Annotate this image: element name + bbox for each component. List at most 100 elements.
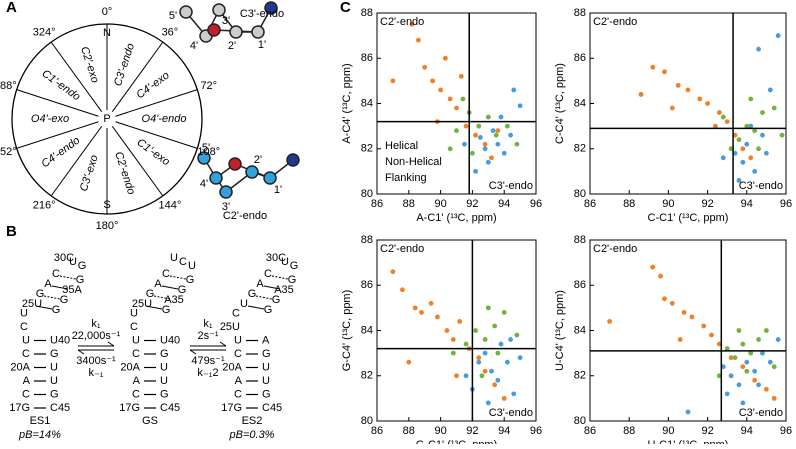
- point: [511, 391, 517, 397]
- point: [677, 337, 683, 342]
- x-tick-label: 96: [530, 425, 542, 437]
- rate: 3400s⁻¹: [76, 355, 116, 367]
- point: [756, 146, 761, 152]
- x-tick-label: 94: [741, 198, 753, 210]
- nucleotide: C: [232, 307, 240, 319]
- nucleotide: U: [50, 375, 58, 387]
- nucleotide: C: [264, 268, 272, 280]
- x-tick-label: 92: [701, 198, 713, 210]
- point: [473, 328, 478, 333]
- atom-label: 1': [258, 39, 266, 51]
- sector-label: C2'-endo: [112, 150, 137, 196]
- angle-label: 72°: [200, 80, 217, 92]
- legend-label: Flanking: [385, 172, 427, 184]
- base-pair: [161, 285, 179, 290]
- x-tick-label: 90: [662, 425, 674, 437]
- y-tick-label: 84: [361, 97, 373, 109]
- panel-label: B: [6, 223, 17, 240]
- structure-name: GS: [142, 415, 158, 427]
- point: [658, 273, 663, 279]
- nucleotide: G: [288, 274, 297, 286]
- spoke: [115, 89, 198, 117]
- point: [764, 386, 769, 392]
- point: [463, 373, 469, 379]
- base-pair: [51, 285, 69, 290]
- rate: 22,000s⁻¹: [72, 330, 121, 342]
- point: [511, 87, 517, 93]
- y-tick-label: 88: [361, 234, 373, 246]
- y-tick-label: 80: [361, 188, 373, 200]
- annotation: C2'-endo: [380, 16, 424, 28]
- nucleotide: 25U: [220, 321, 240, 333]
- point: [764, 328, 769, 333]
- base-pair: [255, 295, 273, 300]
- angle-label: 324°: [33, 26, 56, 38]
- point: [740, 400, 746, 406]
- annotation: C2'-endo: [380, 243, 424, 255]
- point: [779, 132, 785, 138]
- x-tick-label: 90: [434, 425, 446, 437]
- nucleotide: C: [132, 348, 140, 360]
- point: [482, 368, 488, 374]
- sector-label: C4'-endo: [39, 135, 82, 171]
- spoke: [111, 125, 164, 197]
- rate-constant: k₁: [203, 318, 213, 330]
- y-tick-label: 86: [574, 52, 586, 64]
- angle-label: 108°: [197, 146, 220, 158]
- sector-label: C3'-exo: [78, 153, 101, 192]
- angle-label: 36°: [162, 26, 179, 38]
- arrow-head: [77, 349, 85, 355]
- point: [409, 21, 415, 27]
- nucleotide: A: [23, 375, 31, 387]
- point: [501, 150, 507, 156]
- panel-label: C: [340, 0, 351, 16]
- nucleotide: C: [130, 321, 138, 333]
- nucleotide: U: [170, 252, 178, 264]
- point: [767, 359, 773, 365]
- sector-label: C1'-endo: [39, 68, 82, 104]
- sector-label: O4'-exo: [31, 113, 69, 125]
- point: [485, 305, 491, 311]
- rate: 2s⁻¹: [197, 330, 218, 342]
- point: [490, 128, 496, 134]
- point: [650, 264, 656, 270]
- point: [514, 332, 520, 338]
- point: [406, 359, 412, 365]
- point: [476, 355, 482, 361]
- y-tick-label: 82: [574, 370, 586, 382]
- nucleotide: C: [162, 268, 170, 280]
- base-pair: [263, 285, 281, 290]
- nucleotide: 17G: [221, 402, 242, 414]
- spoke: [50, 41, 103, 113]
- point: [400, 287, 405, 293]
- point: [492, 323, 498, 329]
- point: [764, 150, 769, 156]
- y-tick-label: 82: [361, 370, 373, 382]
- x-tick-label: 86: [584, 198, 596, 210]
- point: [705, 101, 710, 106]
- point: [450, 337, 456, 342]
- spoke: [16, 121, 99, 149]
- point: [504, 123, 510, 129]
- point: [485, 114, 491, 120]
- point: [438, 87, 443, 93]
- nucleotide: C45: [50, 402, 70, 414]
- nucleotide: A: [44, 278, 52, 290]
- atom-label: 2': [228, 40, 236, 52]
- x-tick-label: 88: [403, 198, 415, 210]
- sector-label: C2'-exo: [78, 45, 101, 84]
- spoke: [50, 125, 103, 197]
- rate-constant: k₋₁: [88, 367, 103, 379]
- point: [716, 110, 722, 115]
- x-tick-label: 86: [371, 425, 383, 437]
- x-tick-label: 88: [403, 425, 415, 437]
- population: pB=0.3%: [229, 429, 275, 441]
- point: [744, 141, 750, 147]
- legend-label: Helical: [385, 140, 418, 152]
- point: [454, 128, 459, 134]
- nucleotide: G: [178, 284, 187, 296]
- angle-label: 180°: [96, 220, 119, 232]
- y-tick-label: 84: [361, 324, 373, 336]
- nucleotide: 20A: [10, 361, 30, 373]
- point: [716, 373, 722, 379]
